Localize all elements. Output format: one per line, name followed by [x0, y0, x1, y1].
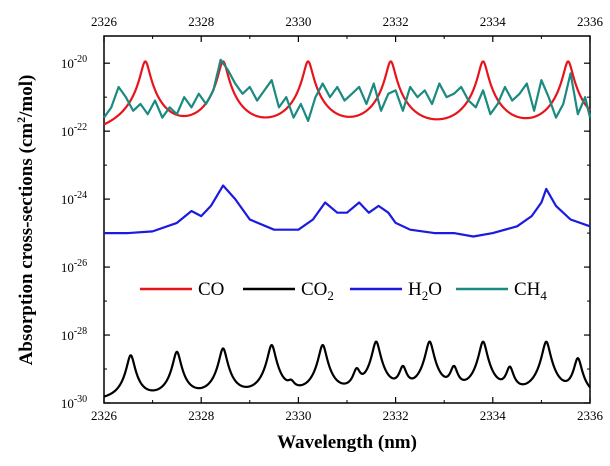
legend-label-3: CH4: [514, 279, 547, 303]
legend: CO CO2 H2O CH4: [140, 279, 547, 303]
y-tick-label-4: 10-22: [61, 122, 87, 139]
series-line-co2: [103, 340, 591, 398]
x-tick-label-1: 2328: [188, 408, 214, 423]
series-line-h2o: [104, 184, 591, 238]
plot-frame: [103, 35, 591, 404]
x-tick-label-2: 2330: [285, 408, 311, 423]
y-tick-label-1: 10-28: [61, 326, 87, 343]
series-layer: [103, 58, 592, 398]
x-tick-top-label-1: 2328: [188, 14, 214, 29]
x-tick-label-4: 2334: [480, 408, 507, 423]
x-tick-top-label-4: 2334: [480, 14, 507, 29]
x-tick-top-label-5: 2336: [577, 14, 604, 29]
y-axis-title-sup: 2: [14, 117, 28, 123]
series-line-ch4: [103, 58, 592, 123]
x-tick-top-label-3: 2332: [383, 14, 409, 29]
axis-ticks: [103, 36, 591, 404]
x-axis-title: Wavelength (nm): [277, 432, 417, 453]
x-tick-label-0: 2326: [91, 408, 118, 423]
y-tick-label-2: 10-26: [61, 258, 87, 275]
x-tick-top-label-0: 2326: [91, 14, 118, 29]
tick-labels: 2326 2328 2330 2332 2334 2336 2326 2328 2330 2332…: [61, 14, 604, 423]
y-tick-label-5: 10-20: [61, 54, 87, 71]
x-tick-label-3: 2332: [383, 408, 409, 423]
y-tick-label-0: 10-30: [61, 394, 87, 411]
x-tick-top-label-2: 2330: [285, 14, 311, 29]
legend-label-2: H2O: [408, 279, 442, 303]
series-line-co: [103, 60, 591, 126]
legend-label-1: CO2: [301, 279, 334, 303]
y-tick-label-3: 10-24: [61, 190, 87, 207]
x-tick-label-5: 2336: [577, 408, 604, 423]
legend-label-0: CO: [198, 279, 224, 300]
y-axis-title: Absorption cross-sections (cm2/mol): [14, 75, 37, 366]
